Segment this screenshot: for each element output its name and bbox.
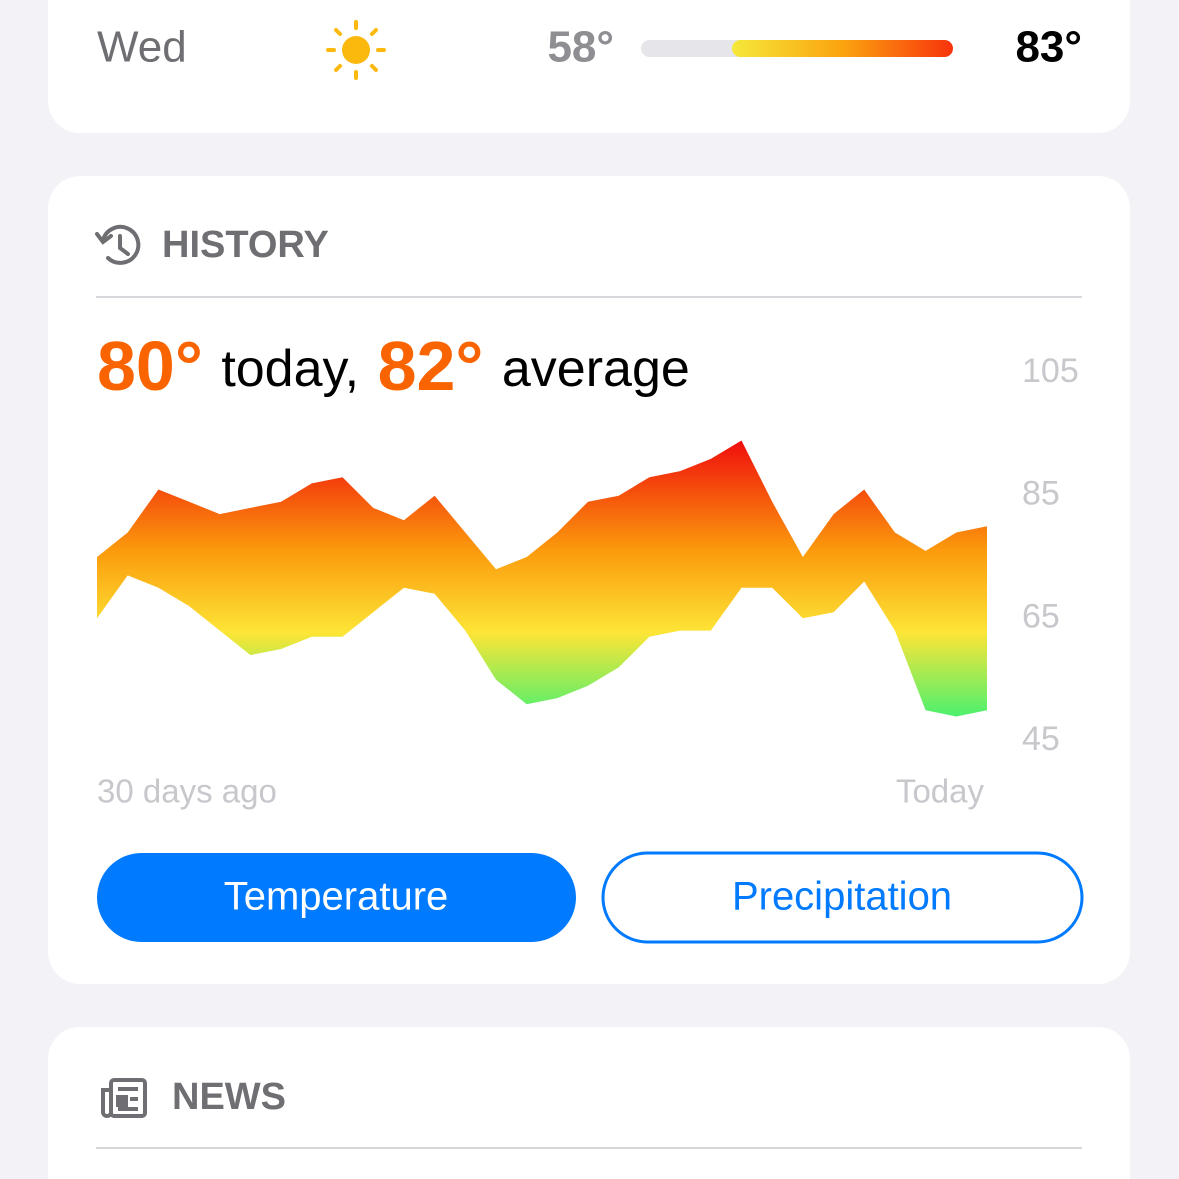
precipitation-button[interactable] <box>601 851 1084 944</box>
y-tick-label: 105 <box>1022 352 1079 390</box>
summary: 80° today, 82° average <box>97 327 690 405</box>
today-value: 80° <box>97 327 203 405</box>
precipitation-button-label[interactable]: Precipitation <box>732 875 952 919</box>
x-label: 30 days ago <box>97 773 277 810</box>
y-tick-label: 45 <box>1022 720 1060 758</box>
y-tick-label: 85 <box>1022 475 1060 513</box>
average-text: average <box>502 340 690 398</box>
temperature-button[interactable] <box>97 853 576 942</box>
chart: 45 65 85 105 30 days ago Today <box>97 352 1079 810</box>
news-icon <box>101 1078 147 1118</box>
day: Wed <box>97 23 187 72</box>
today-text: today, <box>221 340 359 398</box>
y-tick-label: 65 <box>1022 597 1060 635</box>
temperature-button-label[interactable]: Temperature <box>224 875 449 919</box>
x-label: Today <box>896 773 985 810</box>
high-temp: 83° <box>1015 23 1082 72</box>
section-title: HISTORY <box>162 224 329 266</box>
average-value: 82° <box>378 327 484 405</box>
history-icon <box>95 224 141 265</box>
sun-icon <box>326 20 386 80</box>
forecast-card <box>48 0 1130 133</box>
news-card <box>48 1027 1130 1179</box>
section-title: NEWS <box>172 1076 286 1118</box>
temperature-range-area <box>97 440 987 717</box>
range-bar <box>732 40 953 57</box>
low-temp: 58° <box>547 23 614 72</box>
